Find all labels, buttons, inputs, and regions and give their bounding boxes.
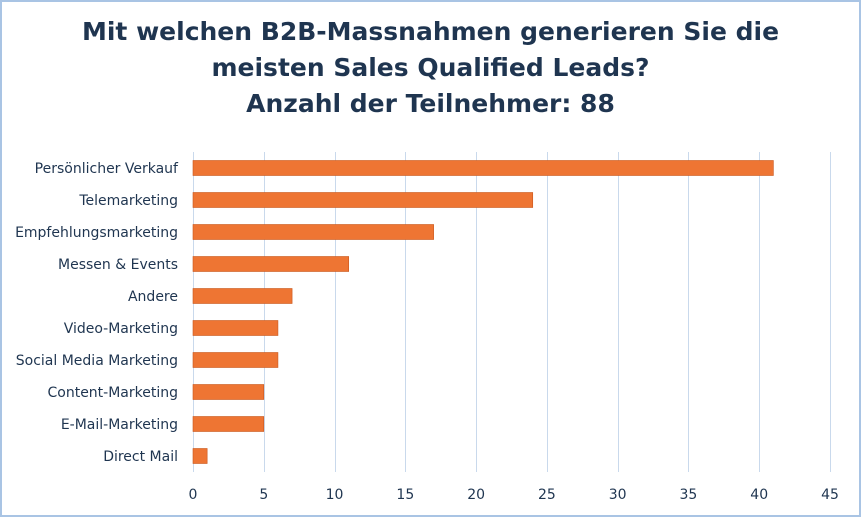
bar [192,448,208,464]
category-label: Direct Mail [103,449,178,465]
x-tick-label: 40 [750,487,768,503]
category-label: Social Media Marketing [16,353,178,369]
bar [192,288,293,304]
bars [192,160,774,464]
x-tick-label: 30 [609,487,627,503]
category-label: E-Mail-Marketing [61,417,178,433]
x-tick-label: 15 [396,487,414,503]
x-tick-label: 45 [821,487,839,503]
category-label: Empfehlungsmarketing [15,225,178,241]
chart-title-line-3: Anzahl der Teilnehmer: 88 [246,89,615,118]
bar [192,224,434,240]
x-tick-label: 10 [326,487,344,503]
x-tick-label: 25 [538,487,556,503]
category-label: Messen & Events [58,257,178,273]
category-labels: Persönlicher Verkauf Telemarketing Empfehl… [15,161,179,465]
bar [192,192,534,208]
category-label: Content-Marketing [47,385,178,401]
category-label: Persönlicher Verkauf [35,161,179,177]
x-tick-label: 0 [189,487,198,503]
bar [192,320,279,336]
bar [192,256,350,272]
chart-title: Mit welchen B2B-Massnahmen generieren Si… [0,14,861,122]
x-tick-label: 35 [680,487,698,503]
x-tick-label: 20 [467,487,485,503]
bar [192,160,774,176]
bar [192,416,265,432]
category-label: Video-Marketing [64,321,178,337]
bar [192,384,265,400]
category-label: Telemarketing [78,193,178,209]
chart-title-line-1: Mit welchen B2B-Massnahmen generieren Si… [81,17,780,46]
x-tick-label: 5 [259,487,268,503]
category-label: Andere [128,289,178,305]
bar [192,352,279,368]
x-axis-tick-labels: 0 5 10 15 20 25 30 35 40 45 [189,487,839,503]
chart-title-line-2: meisten Sales Qualified Leads? [211,53,650,82]
